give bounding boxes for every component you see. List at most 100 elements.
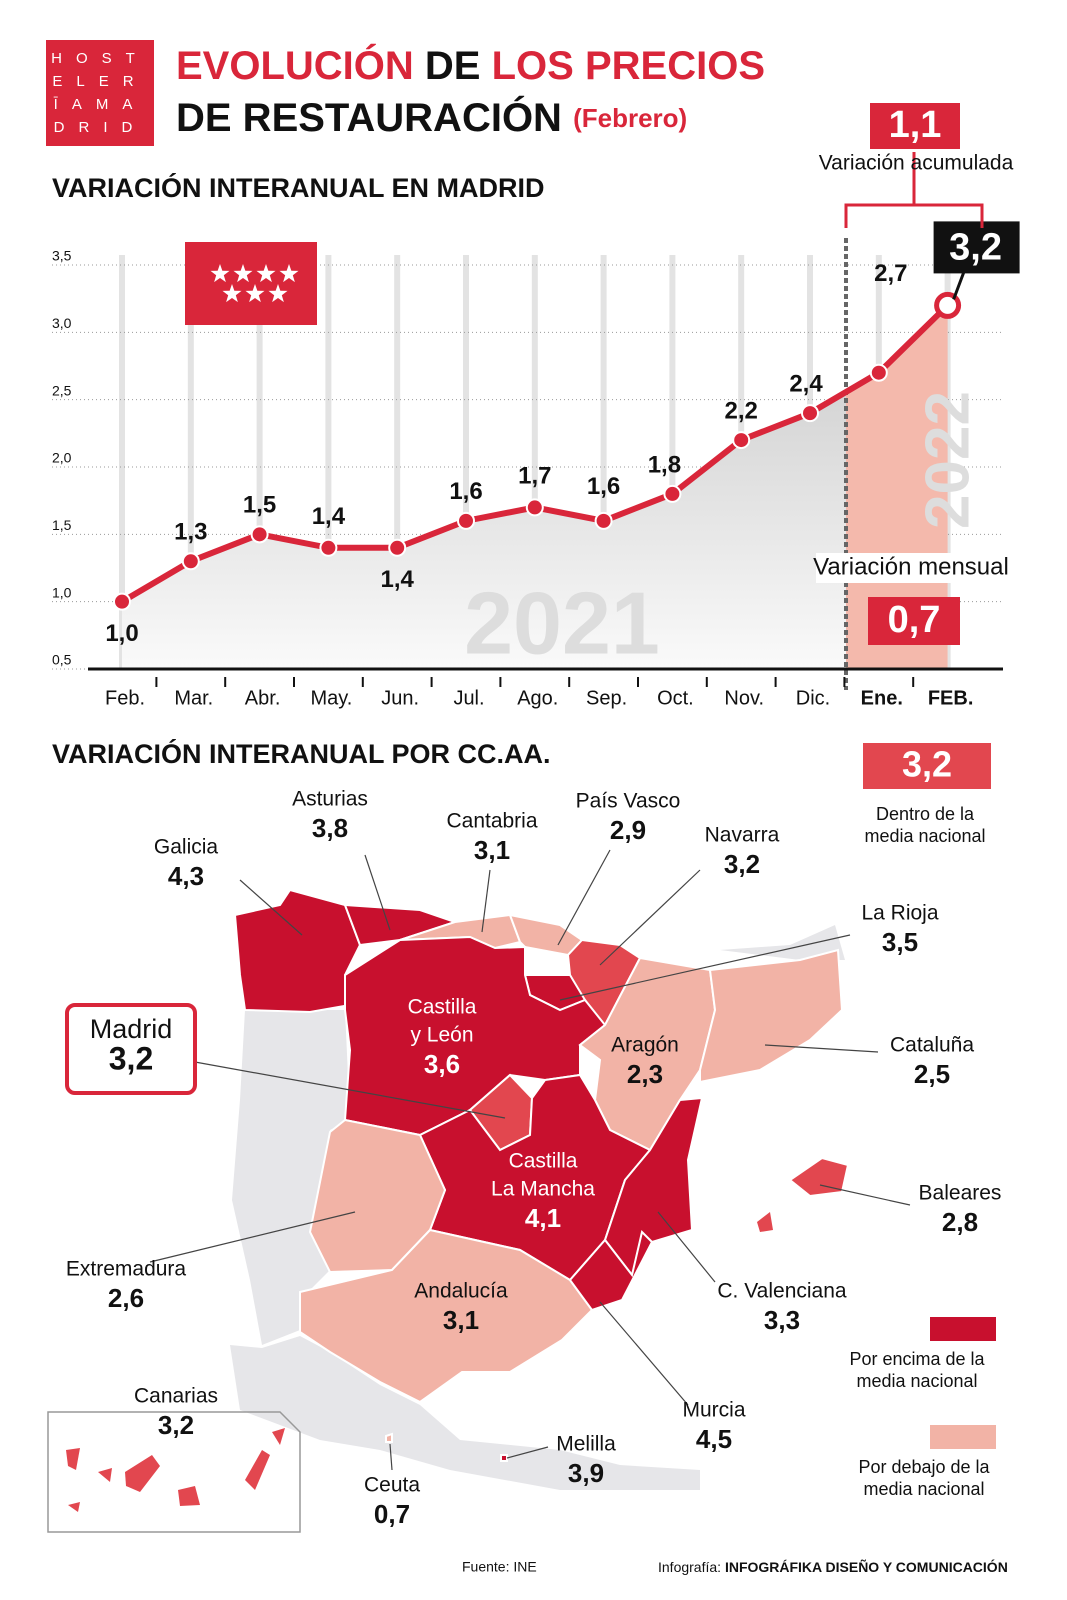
logo-text: ELER: [52, 73, 147, 90]
value-label: 1,6: [587, 473, 620, 500]
x-tick-label: Nov.: [724, 687, 764, 709]
logo-text: ĪAMA: [54, 96, 147, 113]
region-shape: [308, 1118, 447, 1274]
x-tick-label: Ene.: [861, 687, 903, 709]
region-name: Aragón: [611, 1034, 679, 1057]
leader-line: [657, 1211, 716, 1283]
y-tick-label: 0,5: [52, 652, 72, 668]
y-tick-label: 2,0: [52, 450, 72, 466]
region-value: 3,3: [764, 1305, 800, 1335]
region-shape: [568, 1230, 654, 1312]
value-label: 2,2: [725, 397, 758, 424]
region-shape: [233, 888, 362, 1014]
leader-line: [764, 1044, 879, 1053]
region-value: 3,6: [424, 1049, 460, 1079]
point: [319, 538, 338, 557]
legend-label: media nacional: [863, 1479, 984, 1499]
mon-value: 0,7: [888, 599, 941, 641]
legend-swatch: [930, 1317, 996, 1341]
point: [525, 498, 544, 517]
region-name: Castilla: [509, 1150, 578, 1173]
legend-label: media nacional: [864, 826, 985, 846]
leader-line: [194, 1061, 506, 1119]
flag-star: [279, 264, 299, 283]
leader-line: [481, 869, 491, 933]
x-tick-label: Mar.: [174, 687, 213, 709]
logo-box: [46, 40, 154, 146]
region-name: Andalucía: [414, 1280, 508, 1303]
region-value: 2,6: [108, 1283, 144, 1313]
y-tick-label: 1,5: [52, 517, 72, 533]
x-tick-label: Oct.: [657, 687, 694, 709]
mon-bg: [816, 553, 1006, 583]
region-value: 4,1: [525, 1203, 561, 1233]
x-tick-label: Sep.: [586, 687, 627, 709]
region-value: 3,1: [474, 835, 510, 865]
region-shape: [788, 1156, 850, 1198]
region-name: Galicia: [154, 836, 219, 859]
legend-label: media nacional: [856, 1371, 977, 1391]
title-part: EVOLUCIÓN: [176, 42, 414, 88]
y-tick-label: 3,5: [52, 248, 72, 264]
region-value: 2,5: [914, 1059, 950, 1089]
point: [113, 592, 131, 611]
region-shape: [178, 1486, 200, 1506]
region-value: 2,3: [627, 1059, 663, 1089]
title-part: LOS PRECIOS: [492, 44, 765, 88]
leader-line: [389, 1443, 393, 1471]
acc-label: Variación acumulada: [819, 152, 1014, 175]
bracket: [844, 152, 984, 228]
value-label: 1,5: [243, 492, 276, 519]
value-label: 1,7: [518, 463, 551, 490]
title-part: (Febrero): [573, 103, 687, 133]
leader-line: [506, 1446, 549, 1459]
leader-line: [599, 869, 701, 966]
mon-box: [868, 597, 960, 645]
flag-star: [268, 284, 288, 303]
legend-swatch: [930, 1425, 996, 1449]
value-label: 1,3: [174, 519, 207, 546]
x-tick-label: Dic.: [796, 687, 830, 709]
y-tick-label: 1,0: [52, 584, 72, 600]
point: [181, 552, 200, 571]
region-shape: [66, 1448, 80, 1470]
point: [457, 511, 475, 530]
region-shape: [98, 1468, 112, 1482]
title-part: DE RESTAURACIÓN: [176, 94, 562, 140]
x-tick-label: Abr.: [245, 687, 281, 709]
region-name: Baleares: [919, 1182, 1002, 1205]
region-value: 3,1: [443, 1305, 479, 1335]
year-label: 2022: [913, 391, 982, 529]
region-name: Cantabria: [446, 810, 537, 833]
value-label: 1,6: [449, 478, 482, 505]
logo: HOST ELER ĪAMA DRID: [51, 50, 149, 136]
region-shape: [272, 1428, 285, 1445]
region-name: La Mancha: [491, 1178, 595, 1201]
region-value: 0,7: [374, 1499, 410, 1529]
x-tick-label: May.: [310, 687, 352, 709]
leader-line: [599, 1301, 689, 1406]
mon-label: Variación mensual: [813, 553, 1009, 580]
value-label: 2,7: [874, 260, 907, 287]
region-shape: [68, 1502, 80, 1512]
flag: [185, 242, 317, 325]
x-tick-label: Jun.: [381, 687, 419, 709]
value-label: 1,4: [381, 566, 415, 593]
logo-text: HOST: [51, 50, 149, 67]
region-shape: [385, 1432, 393, 1443]
region-name: Murcia: [682, 1399, 745, 1422]
leader-line: [559, 934, 851, 1001]
title-part: DE: [425, 44, 481, 88]
area: [122, 305, 948, 669]
region-value: 3,8: [312, 813, 348, 843]
leader-line: [364, 854, 391, 931]
region-name: Canarias: [134, 1385, 218, 1408]
leader-line: [239, 879, 303, 936]
region-shape: [125, 1455, 160, 1492]
logo-text: DRID: [54, 119, 147, 136]
region-shape: [500, 1454, 508, 1462]
credit-label: Infografía:: [658, 1559, 721, 1575]
y-tick-label: 3,0: [52, 315, 72, 331]
flag-star: [245, 284, 265, 303]
